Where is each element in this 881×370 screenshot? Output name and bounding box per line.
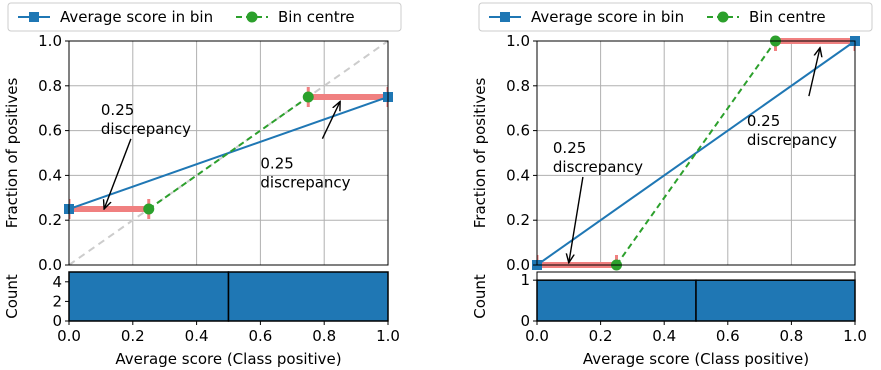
right-legend: Average score in bin Bin centre — [478, 2, 873, 32]
right-xtick-label: 0.8 — [779, 327, 803, 345]
right-legend-label-1: Average score in bin — [531, 8, 684, 26]
right-count-ytick-label: 0 — [520, 312, 530, 330]
left-ytick-label: 1.0 — [38, 32, 62, 50]
left-xlabel: Average score (Class positive) — [115, 350, 341, 368]
left-count-frame — [68, 271, 389, 322]
right-series-line-2 — [615, 40, 777, 266]
left-count-ytick-label: 0 — [52, 312, 62, 330]
left-count-ylabel: Count — [3, 274, 21, 319]
left-series-line-2 — [148, 96, 309, 210]
left-ylabel: Fraction of positives — [3, 78, 21, 229]
right-ytick-label: 0.2 — [506, 211, 530, 229]
right-annotation-text: discrepancy — [553, 158, 643, 176]
right-panel: 0.25discrepancy0.25discrepancy0.00.20.40… — [471, 2, 873, 368]
right-axes-frame — [536, 40, 856, 266]
right-legend-label-2: Bin centre — [749, 8, 826, 26]
left-series-line-1 — [69, 96, 388, 210]
right-annotation-text: 0.25 — [747, 112, 780, 130]
left-legend-marker-square — [29, 12, 39, 22]
left-count-bar — [68, 271, 230, 322]
right-xlabel: Average score (Class positive) — [583, 350, 809, 368]
left-annotation-arrow — [321, 101, 340, 139]
right-ylabel: Fraction of positives — [471, 78, 489, 229]
right-ytick-label: 0.8 — [506, 77, 530, 95]
right-annotation-arrow — [569, 176, 584, 263]
left-xtick-label: 1.0 — [376, 327, 400, 345]
left-xtick-label: 0.0 — [57, 327, 81, 345]
left-ytick-label: 0.6 — [38, 122, 62, 140]
left-annotation-arrow — [104, 138, 132, 209]
right-annotation-arrow — [808, 48, 820, 97]
left-plot-area — [69, 40, 388, 266]
right-ytick-label: 0.0 — [506, 256, 530, 274]
right-xtick-label: 0.0 — [525, 327, 549, 345]
right-xtick-label: 1.0 — [843, 327, 867, 345]
right-annotation-text: 0.25 — [553, 139, 586, 157]
left-legend: Average score in bin Bin centre — [7, 2, 402, 32]
left-point-circle — [143, 203, 155, 215]
right-count-bar — [695, 279, 856, 322]
left-count-ytick-label: 4 — [52, 273, 62, 291]
left-legend-label-2: Bin centre — [278, 8, 355, 26]
left-ytick-label: 0.2 — [38, 211, 62, 229]
right-xtick-label: 0.6 — [716, 327, 740, 345]
right-count-frame — [536, 271, 856, 322]
left-annotation-text: discrepancy — [260, 174, 350, 192]
left-axes-frame — [68, 40, 389, 266]
right-count-bar — [536, 279, 697, 322]
left-xtick-label: 0.8 — [312, 327, 336, 345]
left-legend-label-1: Average score in bin — [60, 8, 213, 26]
left-legend-marker-circle — [246, 11, 258, 23]
left-panel: 0.25discrepancy0.25discrepancy0.00.20.40… — [3, 2, 402, 368]
left-point-circle — [302, 91, 314, 103]
left-xtick-label: 0.4 — [185, 327, 209, 345]
left-annotation-text: 0.25 — [260, 155, 293, 173]
right-count-ytick-label: 1 — [520, 271, 530, 289]
left-xtick-label: 0.6 — [248, 327, 272, 345]
left-annotation-text: discrepancy — [101, 120, 191, 138]
right-xtick-label: 0.2 — [589, 327, 613, 345]
right-legend-box — [478, 2, 873, 32]
right-xtick-label: 0.4 — [652, 327, 676, 345]
right-ytick-label: 0.6 — [506, 122, 530, 140]
right-legend-marker-square — [500, 12, 510, 22]
right-ytick-label: 1.0 — [506, 32, 530, 50]
left-ytick-label: 0.8 — [38, 77, 62, 95]
right-annotation-text: discrepancy — [747, 131, 837, 149]
right-legend-marker-circle — [717, 11, 729, 23]
left-annotation-text: 0.25 — [101, 101, 134, 119]
left-ytick-label: 0.0 — [38, 256, 62, 274]
left-count-bar — [227, 271, 389, 322]
left-xtick-label: 0.2 — [121, 327, 145, 345]
right-count-ylabel: Count — [471, 274, 489, 319]
left-ytick-label: 0.4 — [38, 166, 62, 184]
left-legend-box — [7, 2, 402, 32]
right-series-line-1 — [537, 40, 855, 266]
left-count-ytick-label: 2 — [52, 292, 62, 310]
right-ytick-label: 0.4 — [506, 166, 530, 184]
